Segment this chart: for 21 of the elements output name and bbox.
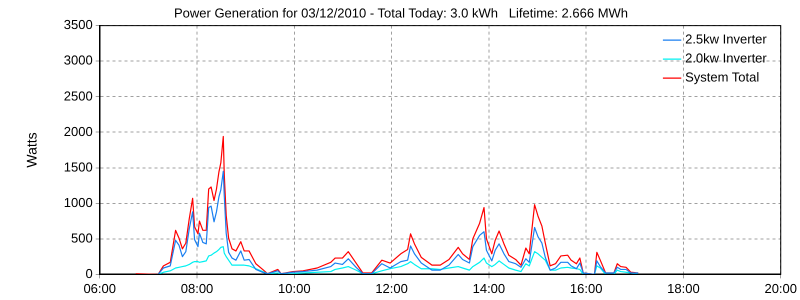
y-tick-label: 2000 (64, 124, 93, 139)
x-tick-label: 20:00 (764, 280, 798, 296)
x-tick-label: 14:00 (472, 280, 506, 296)
y-axis-title: Watts (23, 132, 40, 168)
x-tick-label: 18:00 (667, 280, 700, 296)
legend-label: 2.0kw Inverter (685, 50, 768, 66)
chart-title: Power Generation for 03/12/2010 - Total Today: 3.0 kWh Lifetime: 2.666 MWh (174, 5, 628, 20)
x-tick-label: 06:00 (83, 280, 116, 296)
x-tick-label: 12:00 (375, 280, 408, 296)
y-tick-label: 0 (85, 266, 93, 281)
y-tick-label: 1500 (64, 159, 93, 174)
x-tick-label: 08:00 (180, 280, 214, 296)
y-tick-label: 1000 (64, 194, 93, 210)
y-tick-label: 2500 (64, 88, 93, 104)
y-tick-label: 500 (71, 230, 93, 246)
legend-label: 2.5kw Inverter (685, 32, 768, 47)
y-tick-label: 3000 (64, 52, 93, 68)
x-tick-label: 10:00 (278, 280, 311, 296)
x-tick-label: 16:00 (570, 280, 602, 296)
legend-label: System Total (685, 70, 760, 85)
y-tick-label: 3500 (64, 17, 93, 32)
